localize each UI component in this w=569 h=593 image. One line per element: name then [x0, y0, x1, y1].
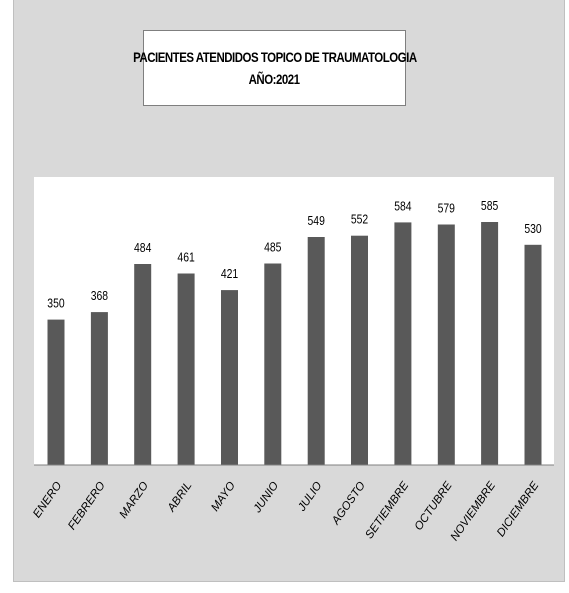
- value-label-enero: 350: [47, 297, 65, 311]
- value-label-marzo: 484: [134, 241, 152, 255]
- bar-febrero: [90, 312, 108, 465]
- category-label-junio: JUNIO: [251, 480, 281, 516]
- value-label-agosto: 552: [351, 213, 368, 227]
- category-label-enero: ENERO: [31, 480, 64, 520]
- value-label-mayo: 421: [221, 267, 238, 281]
- bar-junio: [264, 263, 282, 465]
- value-labels-group: 350 368 484 461 421 485 549 552 584 579 585 530: [47, 199, 542, 311]
- bar-diciembre: [524, 244, 542, 465]
- value-label-febrero: 368: [91, 289, 109, 303]
- bar-julio: [307, 237, 325, 465]
- category-label-abril: ABRIL: [165, 480, 194, 515]
- bar-abril: [177, 273, 195, 465]
- value-label-setiembre: 584: [394, 199, 412, 213]
- category-label-octubre: OCTUBRE: [413, 480, 455, 533]
- category-label-diciembre: DICIEMBRE: [495, 480, 542, 539]
- value-label-diciembre: 530: [524, 222, 542, 236]
- category-label-febrero: FEBRERO: [66, 480, 108, 532]
- value-label-julio: 549: [308, 214, 325, 228]
- value-label-abril: 461: [177, 250, 194, 264]
- category-label-julio: JULIO: [296, 480, 325, 514]
- category-label-marzo: MARZO: [118, 480, 152, 521]
- bar-enero: [47, 319, 65, 465]
- value-label-noviembre: 585: [481, 199, 499, 213]
- value-label-junio: 485: [264, 240, 282, 254]
- category-label-mayo: MAYO: [209, 480, 238, 514]
- chart-title: PACIENTES ATENDIDOS TOPICO DE TRAUMATOLO…: [132, 49, 417, 65]
- category-label-agosto: AGOSTO: [329, 480, 368, 528]
- bar-setiembre: [394, 222, 412, 465]
- bar-noviembre: [481, 222, 499, 465]
- category-labels-group: ENERO FEBRERO MARZO ABRIL MAYO JUNIO JULIO AGOS…: [31, 480, 541, 544]
- bar-mayo: [221, 290, 238, 465]
- category-label-setiembre: SETIEMBRE: [363, 480, 411, 542]
- bar-agosto: [351, 235, 368, 465]
- value-label-octubre: 579: [438, 201, 455, 215]
- bar-octubre: [437, 224, 455, 465]
- bars-group: [47, 222, 542, 465]
- category-label-noviembre: NOVIEMBRE: [449, 480, 499, 544]
- chart-title-box: PACIENTES ATENDIDOS TOPICO DE TRAUMATOLO…: [133, 30, 417, 106]
- plot-area: [34, 177, 554, 465]
- chart-subtitle: AÑO:2021: [249, 71, 300, 87]
- bar-marzo: [134, 264, 152, 465]
